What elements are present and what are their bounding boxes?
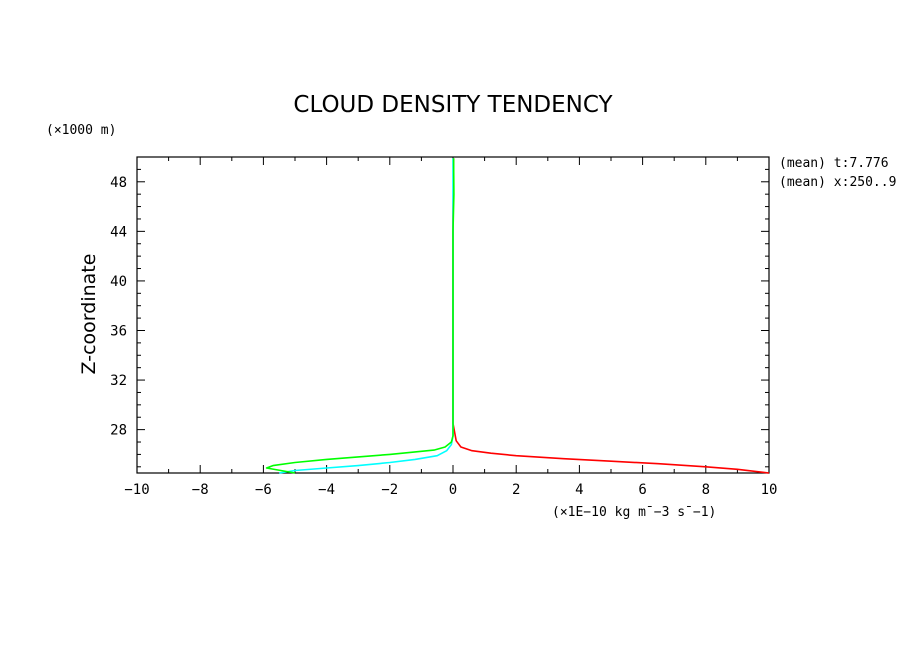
chart-title: CLOUD DENSITY TENDENCY [293,92,613,118]
x-tick-label: 8 [702,482,710,498]
y-tick-label: 48 [110,175,127,191]
y-tick-label: 32 [110,373,127,389]
x-units-label: (×1E−10 kg m¯−3 s¯−1) [552,505,716,520]
x-tick-label: −8 [192,482,209,498]
x-tick-label: 2 [512,482,520,498]
x-tick-label: 4 [575,482,583,498]
axis-ticks: −10 −8 −6 −4 −2 0 2 4 6 8 10 28 32 36 40 44 48 [110,156,778,498]
x-tick-label: 0 [449,482,457,498]
y-tick-label: 28 [110,423,127,439]
y-axis-label: Z-coordinate [78,254,100,375]
y-tick-label: 40 [110,274,127,290]
x-tick-label: −10 [124,482,149,498]
annotation-mean-x: (mean) x:250..9 [779,175,896,190]
y-tick-label: 44 [110,224,127,240]
x-tick-label: −6 [255,482,272,498]
y-tick-label: 36 [110,323,127,339]
x-tick-label: 6 [638,482,646,498]
x-tick-label: −4 [318,482,335,498]
series-line-3 [265,158,455,474]
y-units-label: (×1000 m) [46,123,116,138]
x-tick-label: 10 [761,482,778,498]
series-lines [265,158,770,474]
annotation-mean-t: (mean) t:7.776 [779,156,889,171]
x-tick-label: −2 [381,482,398,498]
